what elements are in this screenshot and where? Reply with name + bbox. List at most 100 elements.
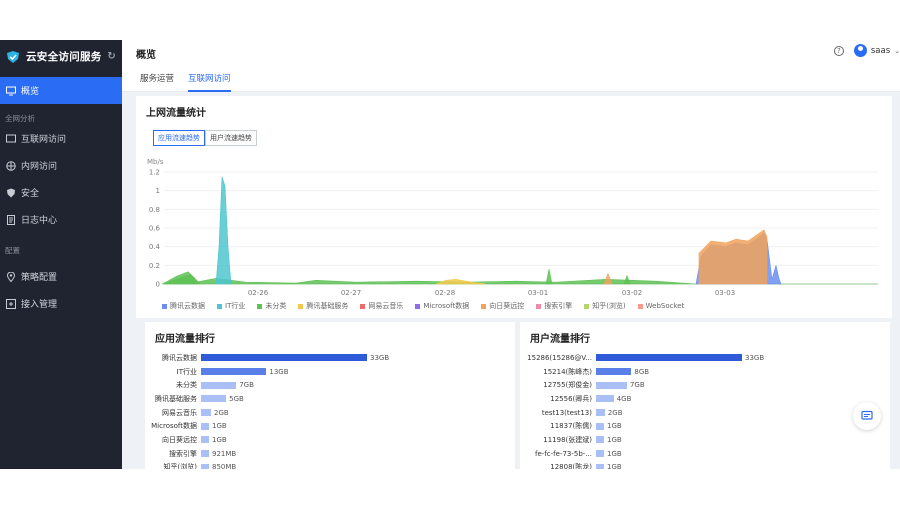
- legend-label: 向日葵远控: [489, 302, 525, 310]
- header: 概览 服务运营 互联网访问 ? saas ⌄: [122, 40, 900, 92]
- rank-bar: [596, 395, 614, 403]
- rank-value: 1GB: [607, 449, 622, 458]
- rank-label: 未分类: [176, 381, 197, 390]
- legend-label: 腾讯云数据: [170, 302, 205, 310]
- sidebar-item-logs[interactable]: 日志中心: [0, 206, 122, 233]
- tab-internet-access[interactable]: 互联网访问: [188, 72, 231, 92]
- rank-row: IT行业 13GB: [145, 365, 515, 379]
- page-title: 概览: [136, 50, 156, 61]
- legend-swatch: [481, 303, 487, 309]
- rank-value: 5GB: [229, 394, 244, 403]
- legend-swatch: [584, 303, 590, 309]
- rank-bar: [596, 368, 632, 376]
- rank-value: 1GB: [212, 422, 227, 431]
- sidebar-item-label: 内网访问: [21, 162, 58, 172]
- legend-swatch: [415, 303, 421, 309]
- rank-bar: [596, 463, 604, 469]
- legend-swatch: [360, 303, 366, 309]
- y-tick-label: 0.2: [149, 262, 160, 270]
- rank-bar: [596, 381, 627, 389]
- chat-button[interactable]: [853, 402, 881, 430]
- rank-bar: [201, 463, 209, 469]
- y-tick-label: 1.2: [149, 169, 160, 177]
- sidebar-item-access[interactable]: 接入管理: [0, 290, 122, 317]
- x-tick-label: 02-27: [341, 289, 361, 297]
- legend-item[interactable]: 向日葵远控: [481, 301, 524, 311]
- chevron-down-icon: ⌄: [894, 46, 900, 55]
- rank-row: test13(test13) 2GB: [520, 406, 890, 420]
- rank-value: 8GB: [634, 367, 650, 376]
- rank-row: 知乎(浏览) 850MB: [145, 461, 515, 469]
- rank-label: 15286(15286@V...: [527, 353, 592, 362]
- rank-value: 2GB: [607, 408, 623, 417]
- sidebar-item-intranet[interactable]: 内网访问: [0, 152, 122, 179]
- rank-value: 4GB: [616, 394, 632, 403]
- rank-row: 15286(15286@V... 33GB: [520, 351, 890, 365]
- legend-swatch: [162, 303, 167, 309]
- toggle-app-trend[interactable]: 应用流速趋势: [153, 130, 205, 146]
- sidebar-item-label: 安全: [21, 189, 40, 199]
- legend-item[interactable]: 网易云音乐: [360, 301, 403, 311]
- rank-row: 腾讯基础服务 5GB: [145, 392, 515, 406]
- traffic-chart: Mb/s 1.2 1 0.8 0.6 0.4 0.2 0 02-26 02-27 02-28 03-0…: [147, 158, 878, 297]
- series-area-sunflower-remote-top: [698, 229, 768, 285]
- legend-item[interactable]: 知乎(浏览): [584, 301, 626, 311]
- rank-value: 13GB: [269, 367, 289, 376]
- sidebar-item-policy[interactable]: 策略配置: [0, 263, 122, 290]
- rank-label: 向日葵远控: [162, 435, 197, 444]
- app-frame: 云安全访问服务 ↻ 概览 全网分析 互联网访问 内网访问 安全 日志中心 配置 …: [0, 40, 900, 469]
- sidebar-item-security[interactable]: 安全: [0, 179, 122, 206]
- rank-row: 12755(郑俊金) 7GB: [520, 378, 890, 392]
- sidebar-item-internet[interactable]: 互联网访问: [0, 125, 122, 152]
- rank-row: 腾讯云数据 33GB: [145, 351, 515, 365]
- legend-item[interactable]: 未分类: [257, 301, 286, 311]
- rank-label: 12808(陈龙): [550, 463, 592, 469]
- tab-service-ops[interactable]: 服务运营: [140, 74, 175, 84]
- x-tick-label: 03-03: [715, 289, 735, 297]
- sidebar-item-label: 日志中心: [21, 216, 58, 226]
- avatar: [853, 44, 867, 57]
- rank-bar: [201, 395, 227, 403]
- legend-item[interactable]: 腾讯云数据: [162, 301, 205, 311]
- help-icon[interactable]: ?: [833, 45, 844, 56]
- legend-item[interactable]: 搜索引擎: [536, 301, 572, 311]
- rank-bar: [596, 436, 604, 444]
- series-area-unclassified-spike: [623, 274, 631, 285]
- sidebar-item-label: 策略配置: [21, 273, 58, 283]
- rank-value: 7GB: [629, 381, 645, 390]
- rank-row: 11198(张建斌) 1GB: [520, 433, 890, 447]
- trend-toggle: 应用流速趋势 用户流速趋势: [153, 130, 257, 146]
- collapse-sidebar-icon[interactable]: ↻: [107, 51, 116, 62]
- sidebar-item-overview[interactable]: 概览: [0, 77, 122, 104]
- rank-label: 网易云音乐: [162, 408, 197, 417]
- rank-value: 921MB: [212, 449, 237, 458]
- rank-row: 网易云音乐 2GB: [145, 406, 515, 420]
- rank-label: 12755(郑俊金): [543, 381, 592, 390]
- legend-label: 未分类: [265, 302, 287, 310]
- toggle-user-trend[interactable]: 用户流速趋势: [205, 130, 257, 146]
- chat-window-icon: [6, 134, 16, 142]
- header-actions: ? saas ⌄: [833, 44, 900, 57]
- app-rank-title: 应用流量排行: [155, 334, 215, 345]
- rank-row: 未分类 7GB: [145, 378, 515, 392]
- rank-label: 11198(张建斌): [543, 435, 592, 444]
- traffic-panel: 上网流量统计 应用流速趋势 用户流速趋势 Mb/s 1.2 1 0.8 0.6 0.4 0.…: [136, 96, 892, 318]
- rank-bar: [596, 354, 742, 362]
- monitor-icon: [6, 86, 16, 95]
- shield-icon: [7, 188, 15, 197]
- sidebar-item-label: 互联网访问: [21, 135, 67, 145]
- rank-row: 12808(陈龙) 1GB: [520, 461, 890, 469]
- legend-item[interactable]: IT行业: [217, 301, 245, 311]
- rank-row: 向日葵远控 1GB: [145, 433, 515, 447]
- legend-label: Microsoft数据: [423, 302, 470, 310]
- legend-item[interactable]: WebSocket: [637, 301, 684, 311]
- legend-item[interactable]: Microsoft数据: [415, 301, 469, 311]
- sidebar-item-label: 概览: [21, 87, 40, 97]
- app-rank-panel: 应用流量排行 腾讯云数据 33GB IT行业 13GB 未分类 7GB 腾讯基础服务 5GB 网…: [145, 322, 515, 469]
- legend-item[interactable]: 腾讯基础服务: [298, 301, 348, 311]
- legend-swatch: [637, 303, 643, 309]
- user-menu[interactable]: saas ⌄: [853, 44, 900, 57]
- user-rank-title: 用户流量排行: [530, 334, 590, 345]
- globe-icon: [6, 160, 16, 171]
- rank-label: 搜索引擎: [169, 449, 197, 458]
